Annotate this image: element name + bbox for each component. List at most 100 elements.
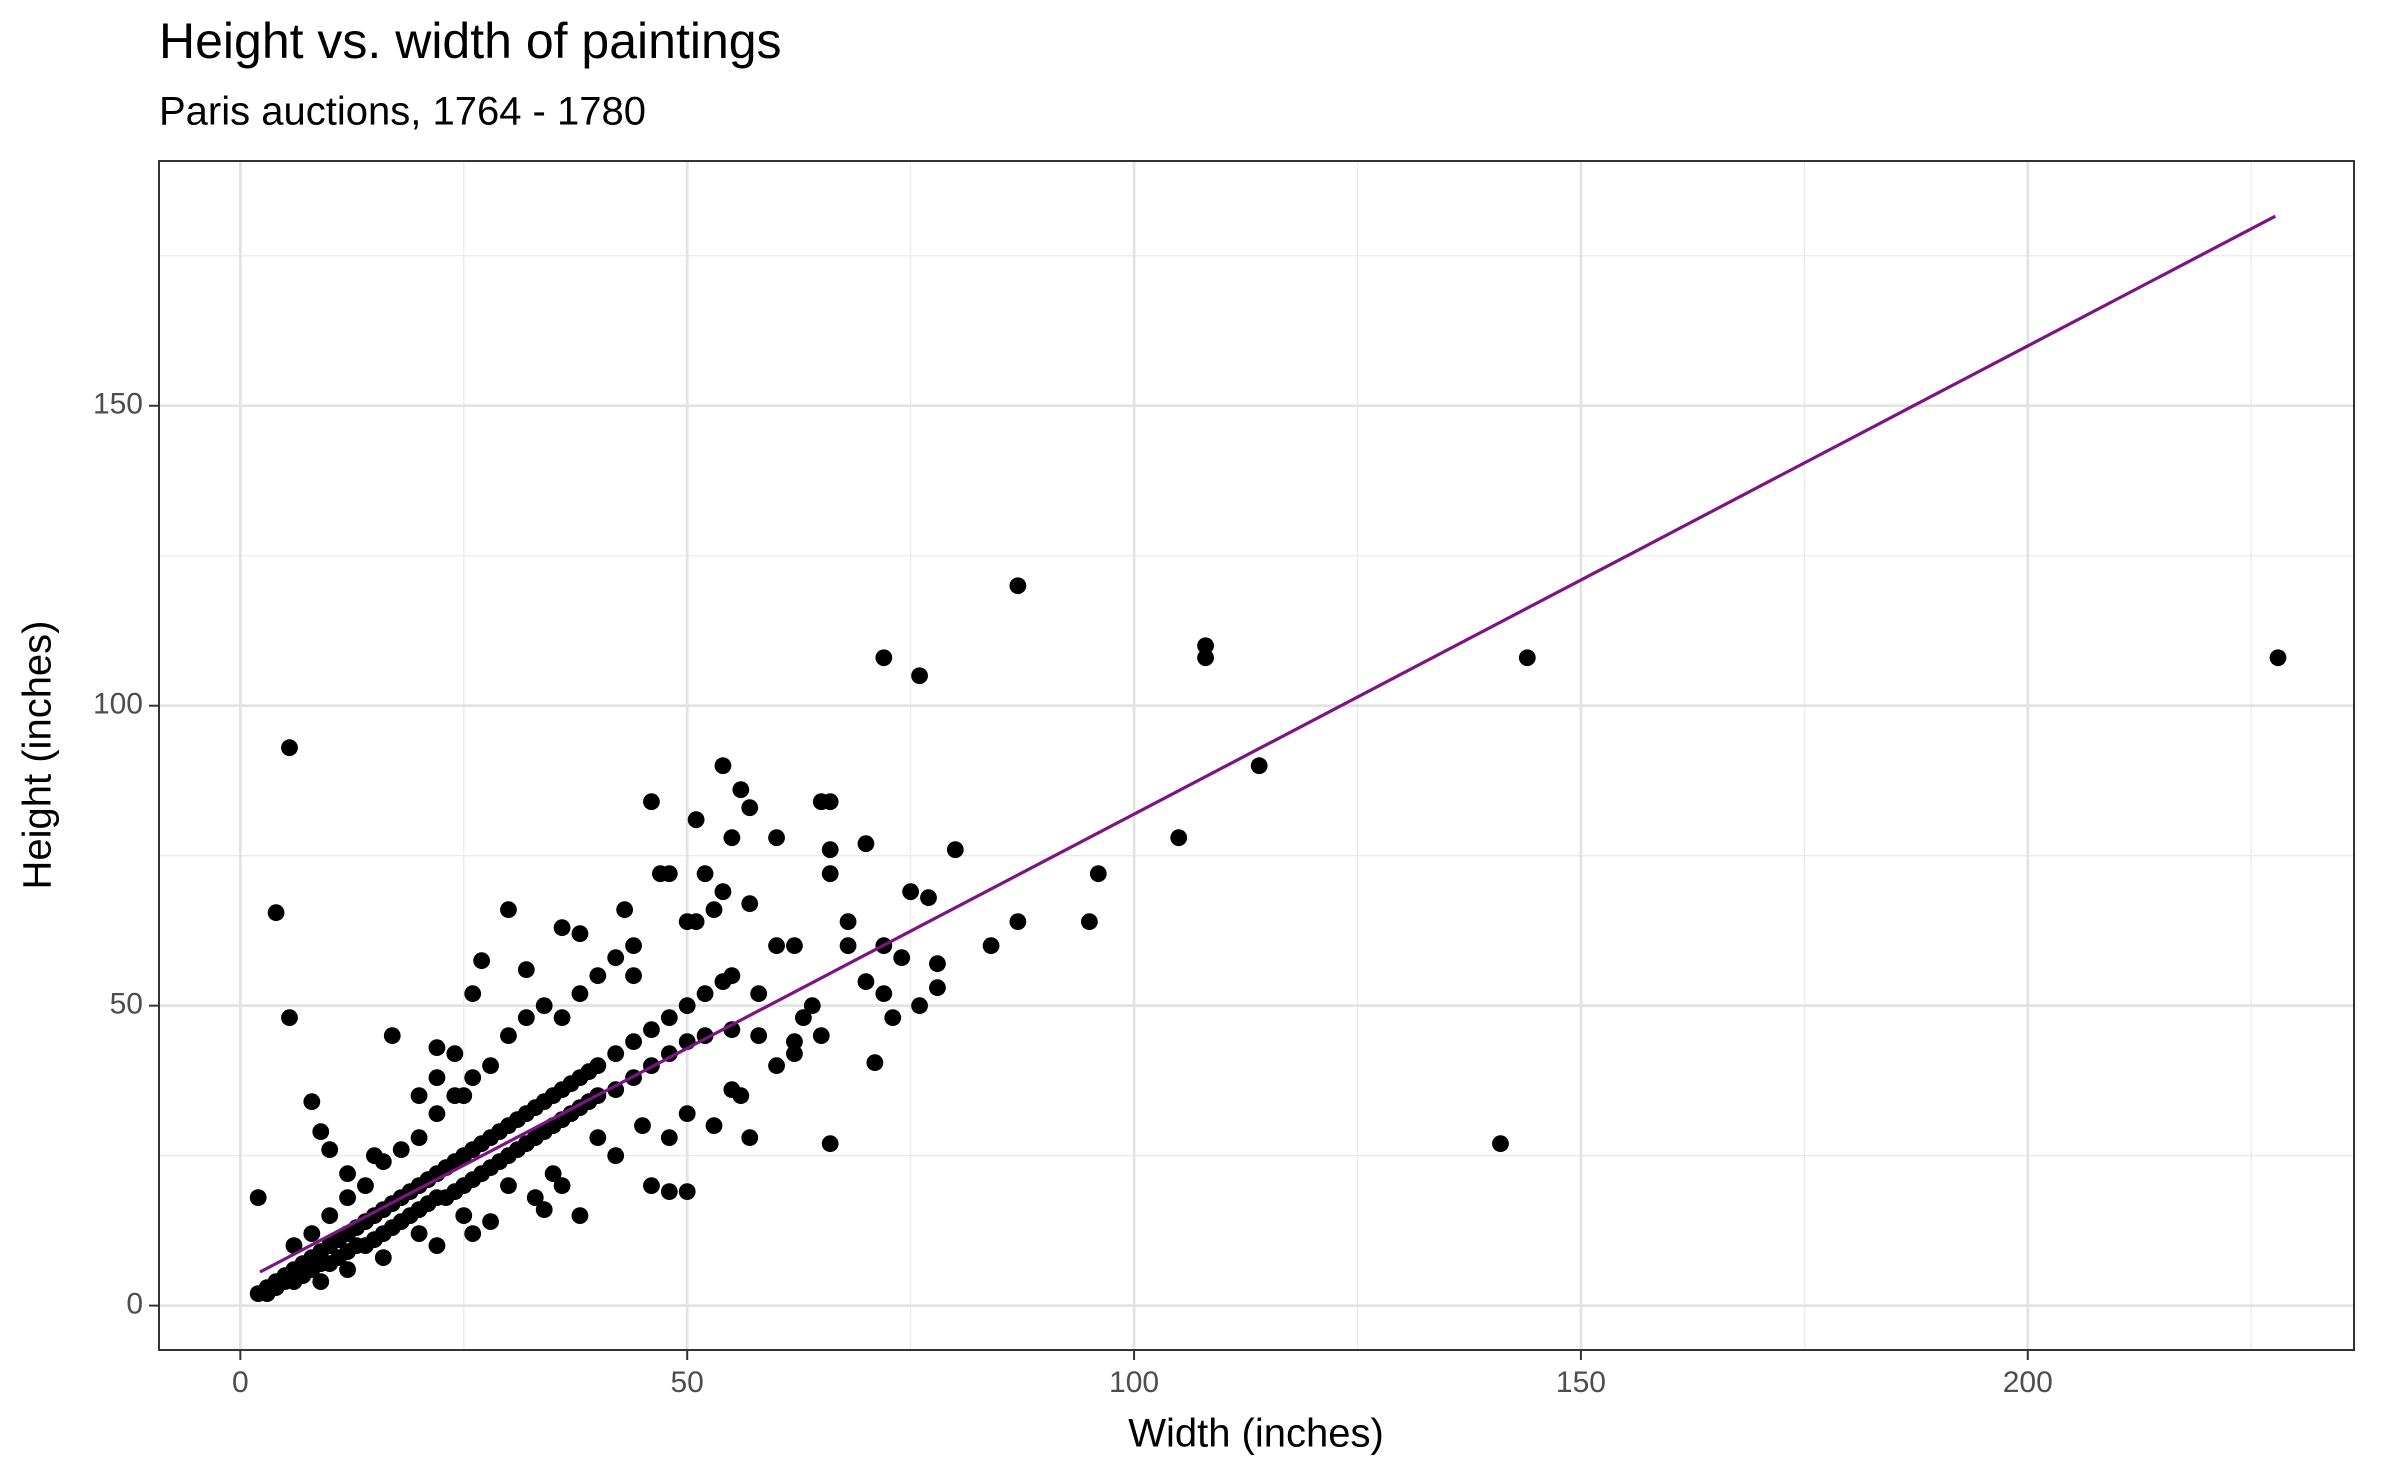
point <box>786 1033 803 1051</box>
point <box>696 865 714 883</box>
point <box>249 1189 267 1207</box>
point <box>678 1183 696 1201</box>
point <box>794 1009 812 1027</box>
point <box>464 1225 482 1243</box>
point <box>607 949 625 967</box>
point <box>1089 865 1107 883</box>
point <box>500 1027 517 1045</box>
point <box>839 913 857 931</box>
point <box>553 1177 571 1195</box>
point <box>625 1033 642 1051</box>
point <box>517 961 535 979</box>
chart-title: Height vs. width of paintings <box>159 13 782 69</box>
point <box>428 1039 446 1057</box>
point <box>660 865 678 883</box>
point <box>678 1105 696 1123</box>
point <box>607 1045 625 1063</box>
point <box>911 997 928 1015</box>
point <box>339 1189 356 1207</box>
point <box>875 985 893 1003</box>
point <box>281 1009 298 1027</box>
point <box>285 1237 303 1255</box>
point <box>929 955 946 973</box>
x-axis-title: Width (inches) <box>1128 1412 1384 1456</box>
point <box>428 1069 446 1087</box>
point <box>982 937 1000 955</box>
point <box>732 781 750 799</box>
point <box>768 829 785 847</box>
point <box>911 667 928 685</box>
point <box>696 985 714 1003</box>
point <box>553 919 571 937</box>
point <box>410 1087 428 1105</box>
point <box>607 1147 625 1165</box>
point <box>607 1081 625 1099</box>
point <box>660 1045 678 1063</box>
point <box>660 1183 678 1201</box>
x-tick-label: 100 <box>1109 1366 1159 1399</box>
point <box>821 1135 839 1153</box>
point <box>1197 649 1214 667</box>
point <box>920 889 937 907</box>
point <box>383 1027 401 1045</box>
point <box>884 1009 902 1027</box>
point <box>392 1141 410 1159</box>
point <box>267 904 285 922</box>
point <box>1250 757 1268 775</box>
point <box>660 1129 678 1147</box>
point <box>571 925 589 943</box>
point <box>312 1123 330 1141</box>
y-tick-label: 0 <box>126 1288 143 1321</box>
point <box>616 901 634 919</box>
point <box>625 967 642 985</box>
point <box>535 997 553 1015</box>
point <box>643 1177 660 1195</box>
point <box>857 835 875 853</box>
point <box>374 1249 392 1267</box>
x-tick-label: 200 <box>2003 1366 2053 1399</box>
point <box>741 799 759 817</box>
point <box>517 1009 535 1027</box>
point <box>714 973 732 991</box>
point <box>321 1141 339 1159</box>
point <box>750 1027 768 1045</box>
point <box>768 937 785 955</box>
point <box>339 1261 356 1279</box>
point <box>357 1177 374 1195</box>
point <box>643 793 660 811</box>
point <box>2269 649 2287 667</box>
point <box>553 1009 571 1027</box>
point <box>455 1087 473 1105</box>
point <box>687 811 705 829</box>
fit-line <box>259 214 2277 1274</box>
point <box>893 949 911 967</box>
point <box>410 1225 428 1243</box>
point <box>687 913 705 931</box>
point <box>660 1009 678 1027</box>
chart-subtitle: Paris auctions, 1764 - 1780 <box>159 90 646 134</box>
point <box>714 883 732 901</box>
point <box>589 1057 607 1075</box>
point <box>535 1201 553 1219</box>
point <box>741 1129 759 1147</box>
point <box>857 973 875 991</box>
point <box>473 952 491 970</box>
y-tick-label: 150 <box>93 388 143 421</box>
point <box>705 1117 723 1135</box>
point <box>1009 577 1027 595</box>
point <box>500 901 517 919</box>
point <box>678 997 696 1015</box>
point <box>625 937 642 955</box>
point <box>1009 913 1027 931</box>
point <box>428 1237 446 1255</box>
point <box>714 757 732 775</box>
point <box>821 841 839 859</box>
point <box>571 1207 589 1225</box>
point <box>589 967 607 985</box>
y-tick-label: 50 <box>110 988 143 1021</box>
point <box>723 1081 741 1099</box>
point <box>705 901 723 919</box>
plot-border <box>158 160 2355 1351</box>
point <box>1492 1135 1509 1153</box>
point <box>303 1093 321 1111</box>
